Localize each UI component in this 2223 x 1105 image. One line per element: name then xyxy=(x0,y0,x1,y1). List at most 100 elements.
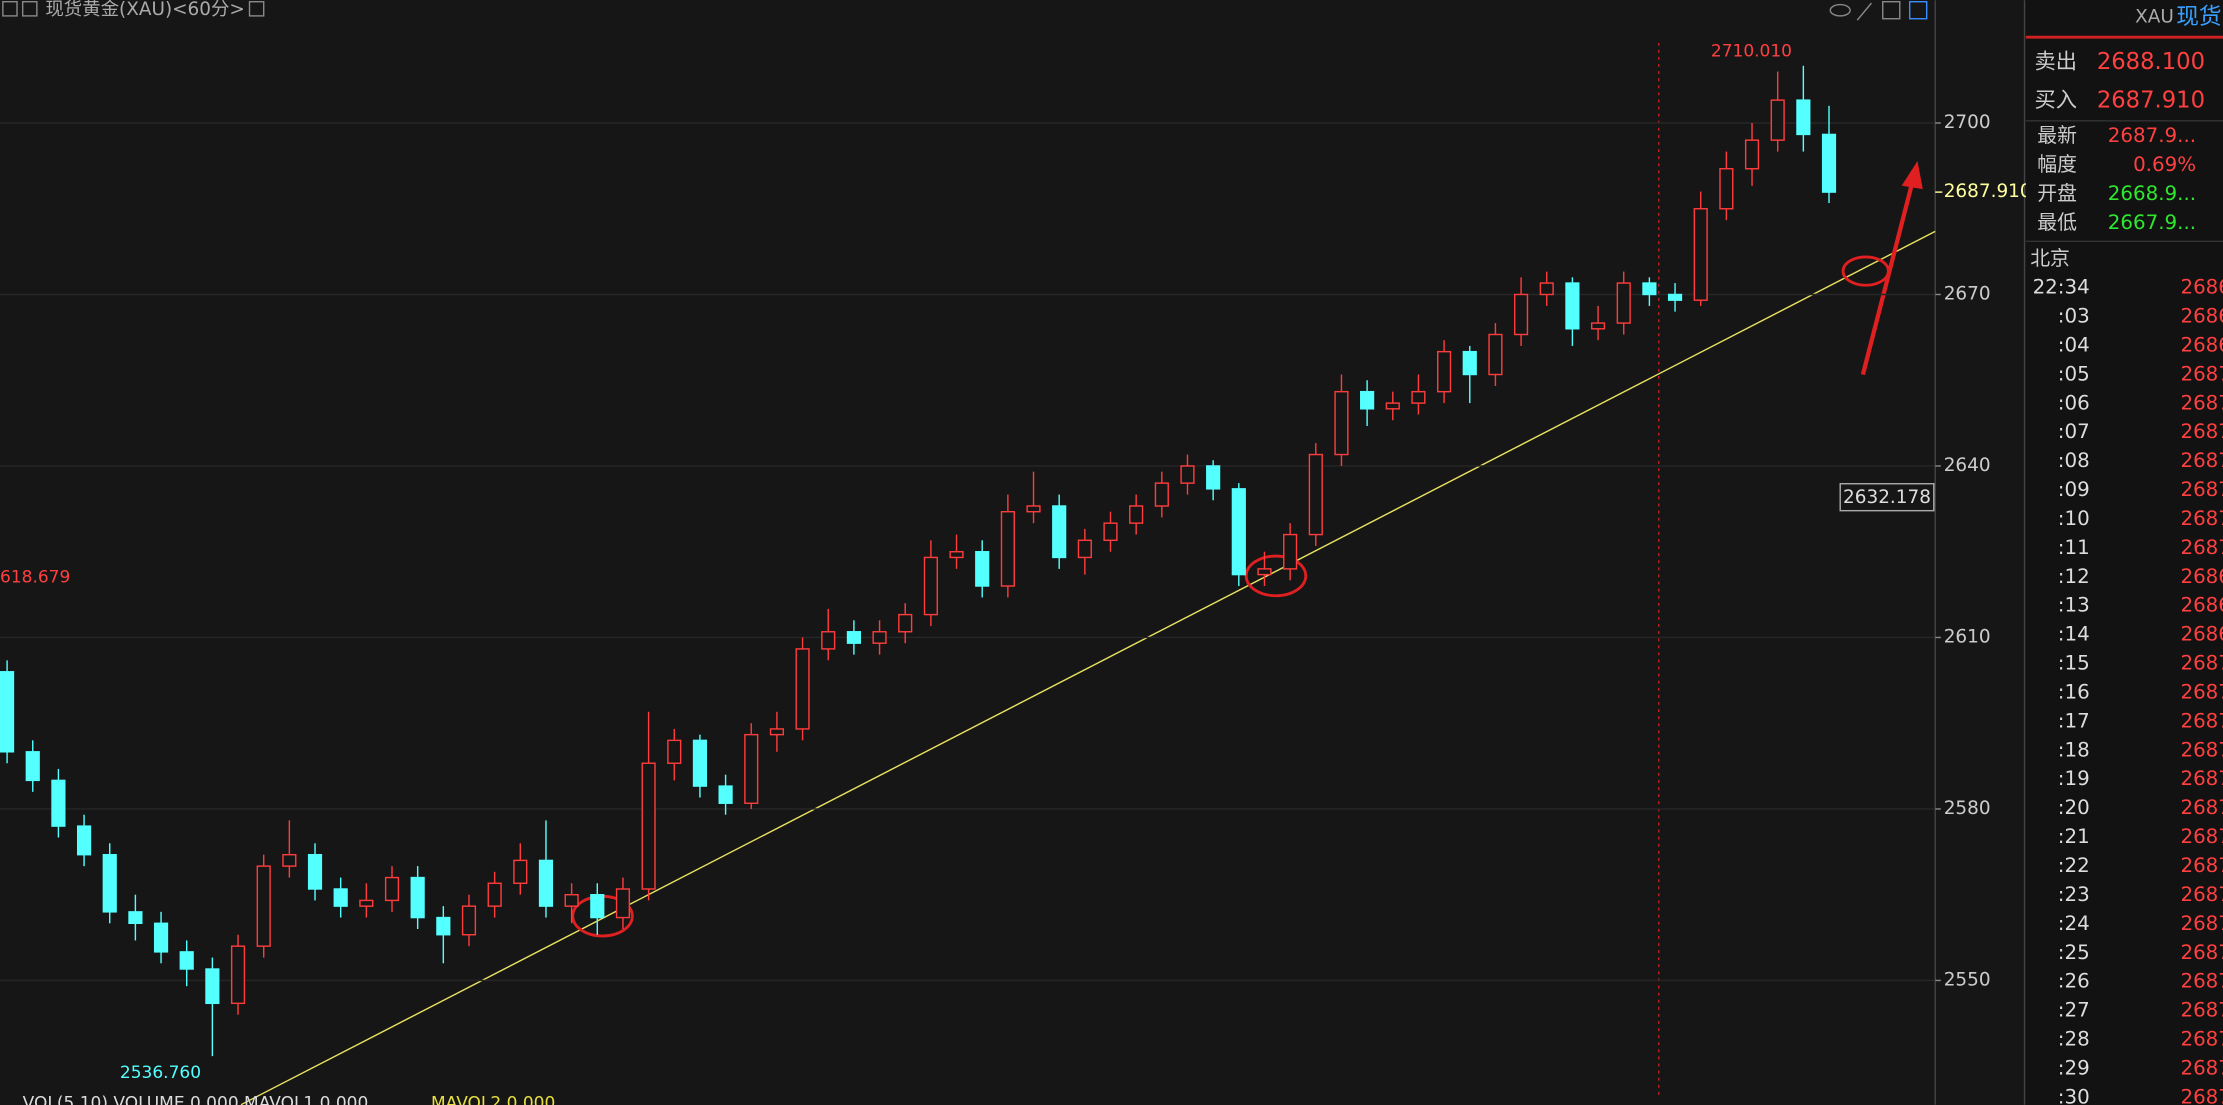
tick-time: :13 xyxy=(2058,594,2090,617)
candle-body xyxy=(769,728,785,736)
volume-footer-mavol2: MAVOL2 0.000 xyxy=(431,1093,555,1105)
candle-body xyxy=(615,888,631,919)
tick-price: 2687 xyxy=(2180,999,2223,1022)
tick-time: :12 xyxy=(2058,565,2090,588)
candle-body xyxy=(1719,168,1734,210)
circle-mark xyxy=(1244,554,1308,598)
candle-body xyxy=(1821,133,1837,193)
candle-body xyxy=(436,916,451,936)
tick-time: :20 xyxy=(2058,796,2090,819)
candle-body xyxy=(1462,350,1477,376)
menu-icon[interactable] xyxy=(2,1,18,17)
candle-body xyxy=(564,893,579,907)
candle-body xyxy=(975,551,990,587)
plot: 2550 2580 2610 2640 2670 2700 2710.010 2536.760… xyxy=(0,42,2032,1083)
candle-body xyxy=(821,631,836,650)
candle-body xyxy=(153,922,169,953)
tick-time: :15 xyxy=(2058,652,2090,675)
candle-body xyxy=(1360,390,1375,410)
tick-price: 2686 xyxy=(2180,594,2223,617)
tick-price: 2686 xyxy=(2180,565,2223,588)
tick-time: :11 xyxy=(2058,536,2090,559)
candle-body xyxy=(282,853,297,867)
tick-price: 2687 xyxy=(2180,941,2223,964)
candle-body xyxy=(410,876,425,919)
candle-body xyxy=(307,853,323,890)
stat-label: 最低 xyxy=(2037,211,2077,234)
window-icon[interactable] xyxy=(1908,1,1928,20)
tick-time: :29 xyxy=(2058,1056,2090,1079)
candle-body xyxy=(846,631,861,644)
candle-body xyxy=(923,556,938,616)
candle-body xyxy=(1103,522,1118,541)
candle-body xyxy=(1642,282,1657,296)
candle-body xyxy=(1000,510,1015,587)
candle-body xyxy=(25,751,40,782)
tick-time: :28 xyxy=(2058,1028,2090,1051)
tick-price: 2687 xyxy=(2180,1085,2223,1105)
tick-time: :26 xyxy=(2058,970,2090,993)
candle-body xyxy=(1052,505,1067,559)
tick-price: 2687 xyxy=(2180,449,2223,472)
candle-body xyxy=(898,613,913,633)
tick-price: 2686 xyxy=(2180,333,2223,356)
candle-body xyxy=(0,671,15,753)
tick-time: :30 xyxy=(2058,1085,2090,1105)
candle-body xyxy=(51,779,66,827)
tick-price: 2687 xyxy=(2180,709,2223,732)
candle-body xyxy=(1257,568,1272,576)
toolbar xyxy=(1829,1,1928,21)
volume-footer: VOL(5,10) VOLUME 0.000 MAVOL1 0.000 xyxy=(23,1093,369,1105)
tick-price: 2687 xyxy=(2180,767,2223,790)
tick-price: 2687 xyxy=(2180,1028,2223,1051)
dropdown-icon[interactable] xyxy=(21,1,38,17)
tick-time: :24 xyxy=(2058,912,2090,935)
candle-body xyxy=(102,853,117,913)
candle-body xyxy=(461,905,477,936)
tick-time: :09 xyxy=(2058,478,2090,501)
candle-body xyxy=(667,739,682,764)
stat-value: 2687.9... xyxy=(2108,124,2196,147)
candle-body xyxy=(718,785,733,804)
candle-body xyxy=(1744,139,1760,170)
eye-icon[interactable] xyxy=(1829,3,1851,17)
y-tick-label: 2610 xyxy=(1944,626,1991,647)
candle-body xyxy=(744,733,759,804)
tick-price: 2687 xyxy=(2180,854,2223,877)
candle-body xyxy=(179,951,194,970)
candle-body xyxy=(1539,282,1554,296)
candle-body xyxy=(1667,293,1683,301)
dropdown-icon[interactable] xyxy=(248,1,265,17)
pen-icon[interactable] xyxy=(1856,2,1872,21)
tick-price: 2686 xyxy=(2180,305,2223,328)
tick-price: 2686 xyxy=(2180,276,2223,299)
candle-body xyxy=(1385,402,1400,410)
last-price-label: 2687.910 xyxy=(1944,181,2032,202)
quote-label: 买入 xyxy=(2034,88,2077,113)
candle-body xyxy=(487,882,502,907)
grid-icon[interactable] xyxy=(1882,1,1901,20)
arrow-head xyxy=(1901,160,1923,190)
tick-price: 2687 xyxy=(2180,970,2223,993)
candle-body xyxy=(384,876,400,902)
candle-body xyxy=(1513,293,1529,336)
panel-symbol: XAU xyxy=(2135,6,2174,27)
candle-body xyxy=(76,825,92,856)
tick-price: 2687 xyxy=(2180,652,2223,675)
candle-body xyxy=(1437,350,1452,393)
tick-time: :07 xyxy=(2058,420,2090,443)
tick-time: :22 xyxy=(2058,854,2090,877)
y-tick-label: 2580 xyxy=(1944,798,1991,819)
tick-time: :10 xyxy=(2058,507,2090,530)
tick-time: :03 xyxy=(2058,305,2090,328)
candle-body xyxy=(872,631,887,644)
tick-price: 2687 xyxy=(2180,796,2223,819)
quote-rows: 卖出 2688.100 买入 2687.910 最新 2687.9... 幅度 0.69% 开盘… xyxy=(2025,49,2223,1105)
candle-body xyxy=(795,648,810,730)
tick-time: 22:34 xyxy=(2033,276,2090,299)
tick-time: :25 xyxy=(2058,941,2090,964)
low-label: 2536.760 xyxy=(120,1063,201,1083)
